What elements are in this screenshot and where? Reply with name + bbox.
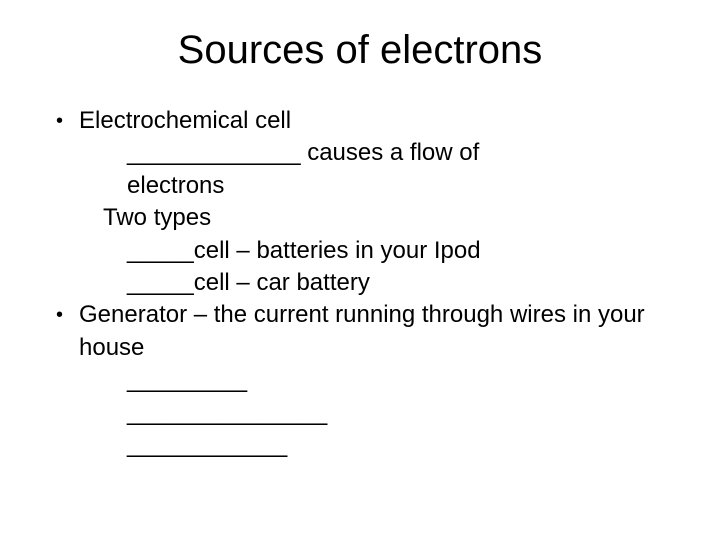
bullet-1: • Electrochemical cell _____________ cau… [56,105,672,299]
bullet-2-blank-2: _______________ [127,397,672,429]
bullet-marker: • [56,105,63,137]
bullet-2-blank-3: ____________ [127,429,672,461]
bullet-1-line-2: electrons [127,170,672,202]
bullet-2-blank-1: _________ [127,364,672,396]
bullet-1-type-1: _____cell – batteries in your Ipod [127,235,672,267]
bullet-marker: • [56,299,63,331]
bullet-1-heading: Electrochemical cell [79,105,672,137]
bullet-2: • Generator – the current running throug… [56,299,672,461]
slide-content: • Electrochemical cell _____________ cau… [48,105,672,461]
bullet-1-line-1: _____________ causes a flow of [127,137,672,169]
bullet-1-subheading: Two types [103,202,672,234]
slide-title: Sources of electrons [48,28,672,73]
bullet-2-heading: Generator – the current running through … [79,299,672,364]
bullet-1-type-2: _____cell – car battery [127,267,672,299]
